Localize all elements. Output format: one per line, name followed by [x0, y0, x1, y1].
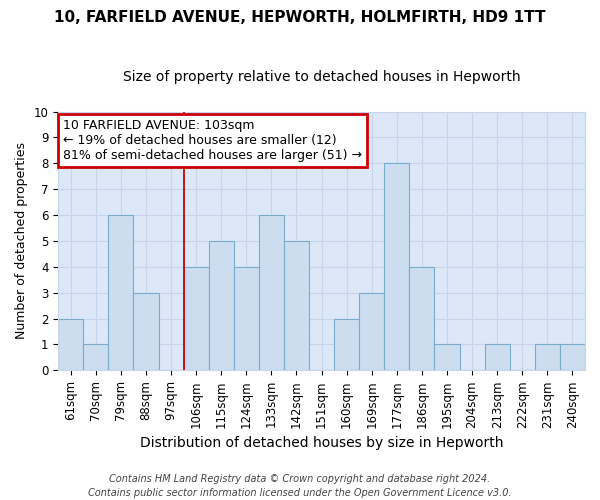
Bar [234, 267, 259, 370]
Bar [409, 267, 434, 370]
X-axis label: Distribution of detached houses by size in Hepworth: Distribution of detached houses by size … [140, 436, 503, 450]
Text: 10, FARFIELD AVENUE, HEPWORTH, HOLMFIRTH, HD9 1TT: 10, FARFIELD AVENUE, HEPWORTH, HOLMFIRTH… [54, 10, 546, 25]
Bar [133, 292, 158, 370]
Bar [109, 215, 133, 370]
Bar [560, 344, 585, 370]
Bar [259, 215, 284, 370]
Y-axis label: Number of detached properties: Number of detached properties [15, 142, 28, 340]
Bar [359, 292, 384, 370]
Bar [485, 344, 510, 370]
Bar [334, 318, 359, 370]
Text: 10 FARFIELD AVENUE: 103sqm
← 19% of detached houses are smaller (12)
81% of semi: 10 FARFIELD AVENUE: 103sqm ← 19% of deta… [64, 120, 362, 162]
Bar [535, 344, 560, 370]
Bar [209, 241, 234, 370]
Bar [83, 344, 109, 370]
Text: Contains HM Land Registry data © Crown copyright and database right 2024.
Contai: Contains HM Land Registry data © Crown c… [88, 474, 512, 498]
Bar [434, 344, 460, 370]
Title: Size of property relative to detached houses in Hepworth: Size of property relative to detached ho… [123, 70, 520, 84]
Bar [58, 318, 83, 370]
Bar [384, 164, 409, 370]
Bar [184, 267, 209, 370]
Bar [284, 241, 309, 370]
